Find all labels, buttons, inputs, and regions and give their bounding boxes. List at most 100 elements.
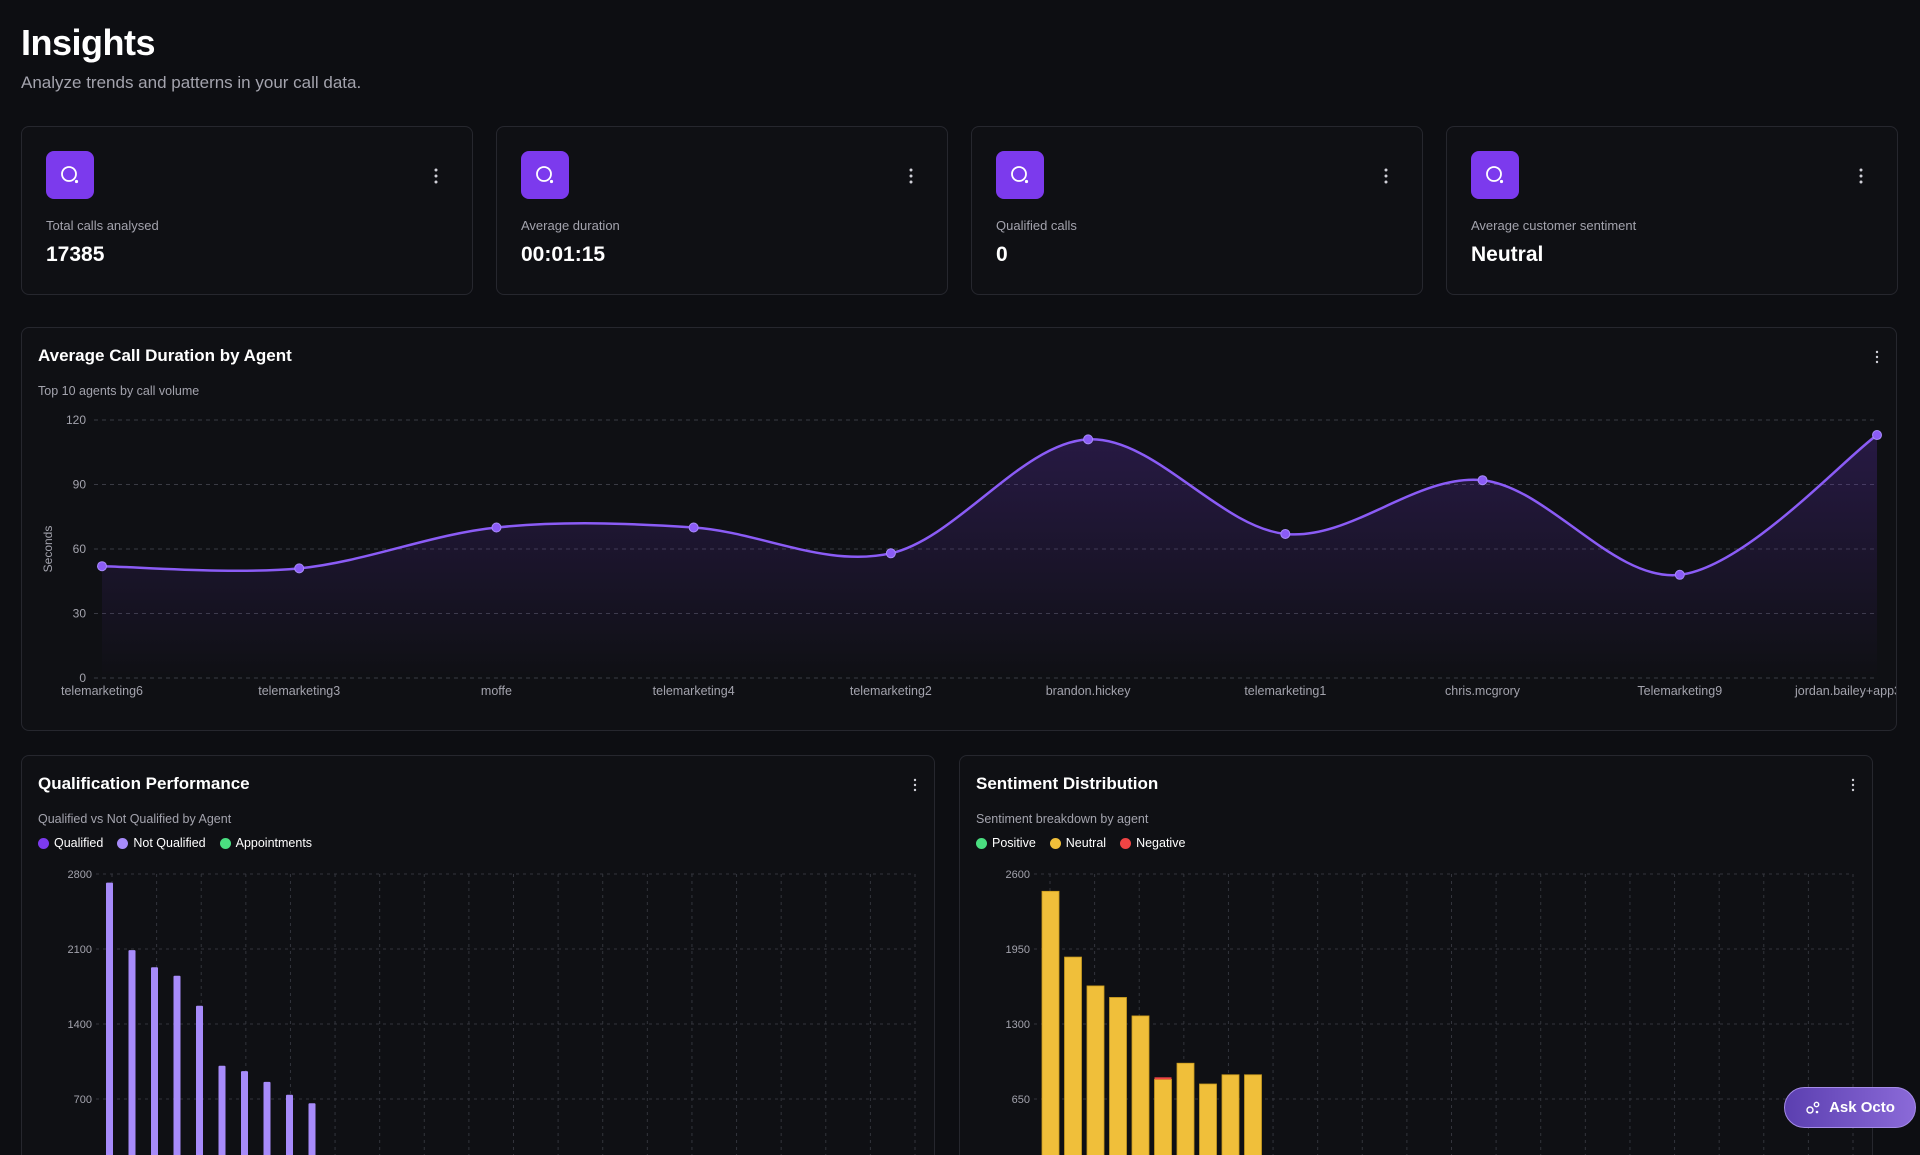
panel-subtitle: Sentiment breakdown by agent xyxy=(976,812,1149,826)
series-line xyxy=(101,434,1878,577)
panel-title: Average Call Duration by Agent xyxy=(38,346,292,365)
bar-not-qualified xyxy=(286,1094,293,1155)
duration-chart-panel: Average Call Duration by Agent Top 10 ag… xyxy=(21,327,1897,731)
bar-not-qualified xyxy=(241,1071,248,1155)
panel-subtitle: Qualified vs Not Qualified by Agent xyxy=(38,812,232,826)
panel-title: Qualification Performance xyxy=(38,774,250,793)
stat-card-average-duration: Average duration 00:01:15 xyxy=(496,126,948,295)
search-icon xyxy=(46,151,94,199)
data-point xyxy=(1083,434,1094,445)
stat-label: Average customer sentiment xyxy=(1471,218,1637,233)
chart-legend: Qualified Not Qualified Appointments xyxy=(38,836,312,850)
x-tick-label: telemarketing6 xyxy=(61,684,143,698)
legend-label: Qualified xyxy=(54,836,104,850)
data-point xyxy=(491,522,502,533)
legend-dot xyxy=(976,837,987,849)
bar-not-qualified xyxy=(173,975,181,1155)
legend-item-not-qualified[interactable]: Not Qualified xyxy=(117,836,206,850)
bar-neutral xyxy=(1199,1083,1217,1155)
y-tick-label: 2600 xyxy=(1006,869,1030,881)
bar-not-qualified xyxy=(128,950,136,1155)
bar-not-qualified xyxy=(196,1005,203,1155)
legend-item-appointments[interactable]: Appointments xyxy=(219,836,313,850)
stat-label: Total calls analysed xyxy=(46,218,159,233)
data-point xyxy=(97,561,107,572)
legend-item-neutral[interactable]: Neutral xyxy=(1049,836,1107,850)
qualification-bar-chart: 700 1400 2100 2800 xyxy=(68,869,916,1155)
y-tick-label: 2800 xyxy=(68,869,92,881)
data-point xyxy=(688,522,699,533)
stat-value: 00:01:15 xyxy=(521,243,606,266)
bar-not-qualified xyxy=(218,1065,226,1155)
legend-dot xyxy=(1049,837,1061,849)
more-options-icon[interactable] xyxy=(1874,350,1880,364)
stat-label: Average duration xyxy=(521,218,620,233)
bar-negative xyxy=(1154,1077,1172,1080)
bar-neutral xyxy=(1109,997,1127,1155)
legend-item-positive[interactable]: Positive xyxy=(976,836,1036,850)
x-tick-label: telemarketing4 xyxy=(653,684,735,698)
legend-label: Appointments xyxy=(235,836,313,850)
legend-label: Positive xyxy=(992,836,1036,850)
panel-subtitle: Top 10 agents by call volume xyxy=(38,384,200,398)
legend-label: Neutral xyxy=(1065,836,1107,850)
y-tick-label: 1400 xyxy=(68,1019,92,1031)
bar-neutral xyxy=(1131,1015,1150,1155)
y-tick-label: 650 xyxy=(1012,1094,1030,1106)
sentiment-chart-panel: Sentiment Distribution Sentiment breakdo… xyxy=(959,755,1873,1155)
sentiment-bar-chart: 650 1300 1950 2600 xyxy=(1006,869,1854,1155)
stat-label: Qualified calls xyxy=(996,218,1077,233)
data-point xyxy=(1477,475,1488,486)
legend-item-qualified[interactable]: Qualified xyxy=(38,836,103,850)
bar-neutral xyxy=(1221,1074,1240,1155)
ask-octo-label: Ask Octo xyxy=(1829,1099,1895,1116)
legend-item-negative[interactable]: Negative xyxy=(1120,836,1185,850)
stat-value: 0 xyxy=(996,243,1008,266)
ask-octo-button[interactable]: Ask Octo xyxy=(1784,1087,1916,1128)
bar-neutral xyxy=(1244,1074,1262,1155)
y-tick-label: 700 xyxy=(74,1094,92,1106)
more-options-icon[interactable] xyxy=(1380,167,1392,185)
more-options-icon[interactable] xyxy=(1850,778,1856,792)
more-options-icon[interactable] xyxy=(1855,167,1867,185)
legend-dot xyxy=(219,837,231,849)
search-icon xyxy=(1471,151,1519,199)
x-tick-label: jordan.bailey+app3 xyxy=(1794,684,1896,698)
more-options-icon[interactable] xyxy=(430,167,442,185)
search-icon xyxy=(996,151,1044,199)
stat-card-sentiment: Average customer sentiment Neutral xyxy=(1446,126,1898,295)
area-fill xyxy=(102,435,1877,678)
stat-value: 17385 xyxy=(46,243,105,266)
bar-neutral xyxy=(1064,956,1082,1155)
legend-label: Not Qualified xyxy=(133,836,206,850)
stat-card-qualified-calls: Qualified calls 0 xyxy=(971,126,1423,295)
search-icon xyxy=(521,151,569,199)
qualification-chart-panel: Qualification Performance Qualified vs N… xyxy=(21,755,935,1155)
bar-not-qualified xyxy=(308,1103,316,1155)
x-tick-label: telemarketing1 xyxy=(1244,684,1326,698)
duration-line-chart: 0 30 60 90 120 Seconds telemarketing6 telemarke… xyxy=(41,413,1896,698)
legend-label: Negative xyxy=(1136,836,1186,850)
y-tick-label: 1950 xyxy=(1006,944,1030,956)
stat-card-total-calls: Total calls analysed 17385 xyxy=(21,126,473,295)
more-options-icon[interactable] xyxy=(905,167,917,185)
legend-dot xyxy=(1120,837,1132,849)
bar-neutral xyxy=(1041,890,1060,1155)
sparkle-icon xyxy=(1806,1101,1820,1114)
y-tick-label: 30 xyxy=(73,607,87,621)
bar-not-qualified xyxy=(263,1081,271,1155)
page-subtitle: Analyze trends and patterns in your call… xyxy=(21,73,362,92)
chart-legend: Positive Neutral Negative xyxy=(976,836,1185,850)
x-tick-label: chris.mcgrory xyxy=(1445,684,1521,698)
page-title: Insights xyxy=(21,22,156,63)
y-tick-label: 2100 xyxy=(68,944,92,956)
data-point xyxy=(1872,430,1882,441)
more-options-icon[interactable] xyxy=(912,778,918,792)
data-point xyxy=(885,548,896,559)
y-tick-label: 0 xyxy=(79,671,86,685)
stat-value: Neutral xyxy=(1471,243,1544,266)
x-tick-label: moffe xyxy=(481,684,512,698)
y-tick-label: 60 xyxy=(73,542,87,556)
y-tick-label: 90 xyxy=(73,478,87,492)
